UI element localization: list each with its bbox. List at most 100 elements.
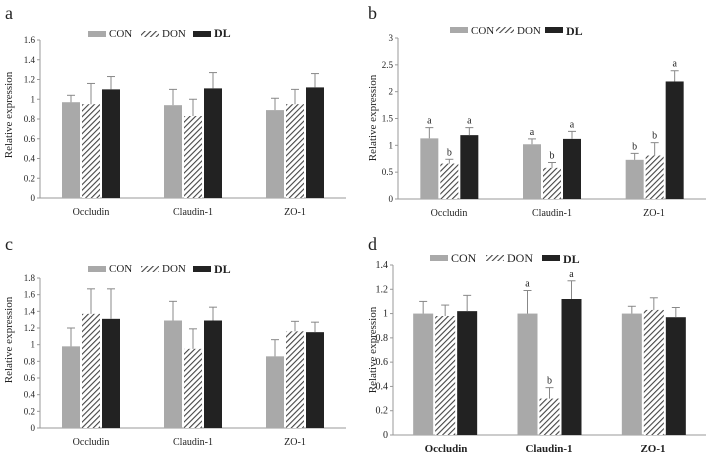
significance-label: b xyxy=(547,376,552,387)
panel-d-cat-claudin: Claudin-1 xyxy=(525,443,572,455)
bar-don xyxy=(645,155,664,199)
y-tick-label: 1 xyxy=(389,140,394,150)
legend-label-con: CON xyxy=(109,263,132,275)
panel-a-bars xyxy=(62,72,324,198)
y-tick-label: 1.4 xyxy=(24,55,36,65)
bar-don xyxy=(543,167,561,199)
bar-dl xyxy=(306,87,324,198)
panel-b-cat-claudin: Claudin-1 xyxy=(532,208,572,219)
panel-letter-c: c xyxy=(5,234,13,254)
bar-dl xyxy=(665,317,686,435)
y-tick-label: 0.4 xyxy=(24,390,36,400)
panel-b-cat-occludin: Occludin xyxy=(431,208,468,219)
panel-c-bars xyxy=(62,288,324,428)
bar-con xyxy=(164,105,182,198)
bar-don xyxy=(184,348,202,428)
bar-dl xyxy=(561,299,582,435)
legend-swatch-con xyxy=(88,266,106,272)
panel-d-ylabel: Relative expression xyxy=(367,306,379,393)
panel-b-ticks: 0 0.5 1 1.5 2 2.5 3 xyxy=(382,33,398,204)
y-tick-label: 1.2 xyxy=(24,75,35,85)
panel-b-bars: a b a a b a b b a xyxy=(420,59,684,199)
panel-c-legend: CON DON DL xyxy=(88,262,231,276)
panel-b-cat-zo1: ZO-1 xyxy=(643,208,665,219)
significance-label: a xyxy=(467,116,472,127)
panel-b-legend: CON DON DL xyxy=(450,24,583,38)
bar-dl xyxy=(102,89,120,198)
significance-label: b xyxy=(652,131,657,142)
panel-d-bars: a b a xyxy=(413,269,686,435)
y-tick-label: 0.4 xyxy=(376,381,389,392)
panel-letter-d: d xyxy=(368,234,377,254)
bar-con xyxy=(62,346,80,428)
y-tick-label: 0.8 xyxy=(376,333,389,344)
y-tick-label: 0 xyxy=(31,193,36,203)
legend-swatch-dl xyxy=(193,31,211,37)
legend-label-don: DON xyxy=(507,251,533,265)
y-tick-label: 2 xyxy=(389,87,394,97)
y-tick-label: 1 xyxy=(383,309,388,320)
bar-con xyxy=(266,356,284,428)
y-tick-label: 0.2 xyxy=(24,173,35,183)
panel-d-ticks: 0 0.2 0.4 0.6 0.8 1 1.2 1.4 xyxy=(376,260,393,441)
y-tick-label: 2.5 xyxy=(382,60,394,70)
significance-label: b xyxy=(550,151,555,162)
legend-label-con: CON xyxy=(471,25,494,37)
legend-label-dl: DL xyxy=(566,24,583,38)
bar-con xyxy=(266,110,284,198)
y-tick-label: 0.2 xyxy=(24,406,35,416)
significance-label: a xyxy=(569,269,574,280)
bar-con xyxy=(625,159,644,199)
panel-b-ylabel: Relative expression xyxy=(367,74,379,161)
panel-a-cat-zo1: ZO-1 xyxy=(284,207,306,218)
significance-label: a xyxy=(427,116,432,127)
legend-swatch-dl xyxy=(542,255,560,261)
y-tick-label: 1.2 xyxy=(24,323,35,333)
legend-swatch-con xyxy=(88,31,106,37)
y-tick-label: 1.6 xyxy=(24,35,36,45)
legend-label-con: CON xyxy=(451,251,477,265)
panel-a: a Relative expression 0 0.2 0.4 0.6 0.8 1 1.2 1… xyxy=(3,3,346,218)
y-tick-label: 0.5 xyxy=(382,167,394,177)
panel-c-ylabel: Relative expression xyxy=(3,296,15,383)
panel-a-legend: CON DON DL xyxy=(88,26,231,40)
bar-con xyxy=(621,313,642,435)
bar-dl xyxy=(204,88,222,198)
y-tick-label: 0.8 xyxy=(24,356,36,366)
legend-label-dl: DL xyxy=(214,26,231,40)
panel-c-ticks: 0 0.2 0.4 0.6 0.8 1 1.2 1.4 1.6 1.8 xyxy=(24,273,40,433)
bar-dl xyxy=(563,138,581,199)
legend-swatch-dl xyxy=(193,266,211,272)
legend-swatch-don xyxy=(486,255,504,261)
significance-label: a xyxy=(530,127,535,138)
bar-don xyxy=(539,398,560,435)
y-tick-label: 3 xyxy=(389,33,394,43)
bar-con xyxy=(523,144,541,199)
panel-d-cat-zo1: ZO-1 xyxy=(640,443,665,455)
bar-dl xyxy=(102,318,120,428)
y-tick-label: 1 xyxy=(31,94,36,104)
y-tick-label: 1.8 xyxy=(24,273,36,283)
panel-b: b Relative expression 00.511.522.53 abaa… xyxy=(367,3,706,219)
bar-don xyxy=(82,104,100,198)
bar-dl xyxy=(306,332,324,428)
panel-d-legend: CON DON DL xyxy=(430,251,580,266)
legend-swatch-don xyxy=(141,266,159,272)
panel-a-cat-claudin: Claudin-1 xyxy=(173,207,213,218)
significance-label: b xyxy=(632,141,637,152)
panel-c: c Relative expression 0 0.2 0.4 0.6 0.8 1 1.2 1… xyxy=(3,234,346,448)
panel-a-ticks: 0 0.2 0.4 0.6 0.8 1 1.2 1.4 1.6 xyxy=(24,35,40,203)
legend-label-don: DON xyxy=(517,25,541,37)
legend-label-don: DON xyxy=(162,263,186,275)
bar-don xyxy=(286,331,304,428)
bar-don xyxy=(82,313,100,428)
y-tick-label: 0.4 xyxy=(24,154,36,164)
legend-swatch-dl xyxy=(545,27,563,33)
significance-label: a xyxy=(525,279,530,290)
bar-con xyxy=(62,102,80,198)
bar-con xyxy=(517,313,538,435)
legend-swatch-don xyxy=(141,31,159,37)
y-tick-label: 0 xyxy=(383,430,388,441)
panel-letter-b: b xyxy=(368,3,377,23)
